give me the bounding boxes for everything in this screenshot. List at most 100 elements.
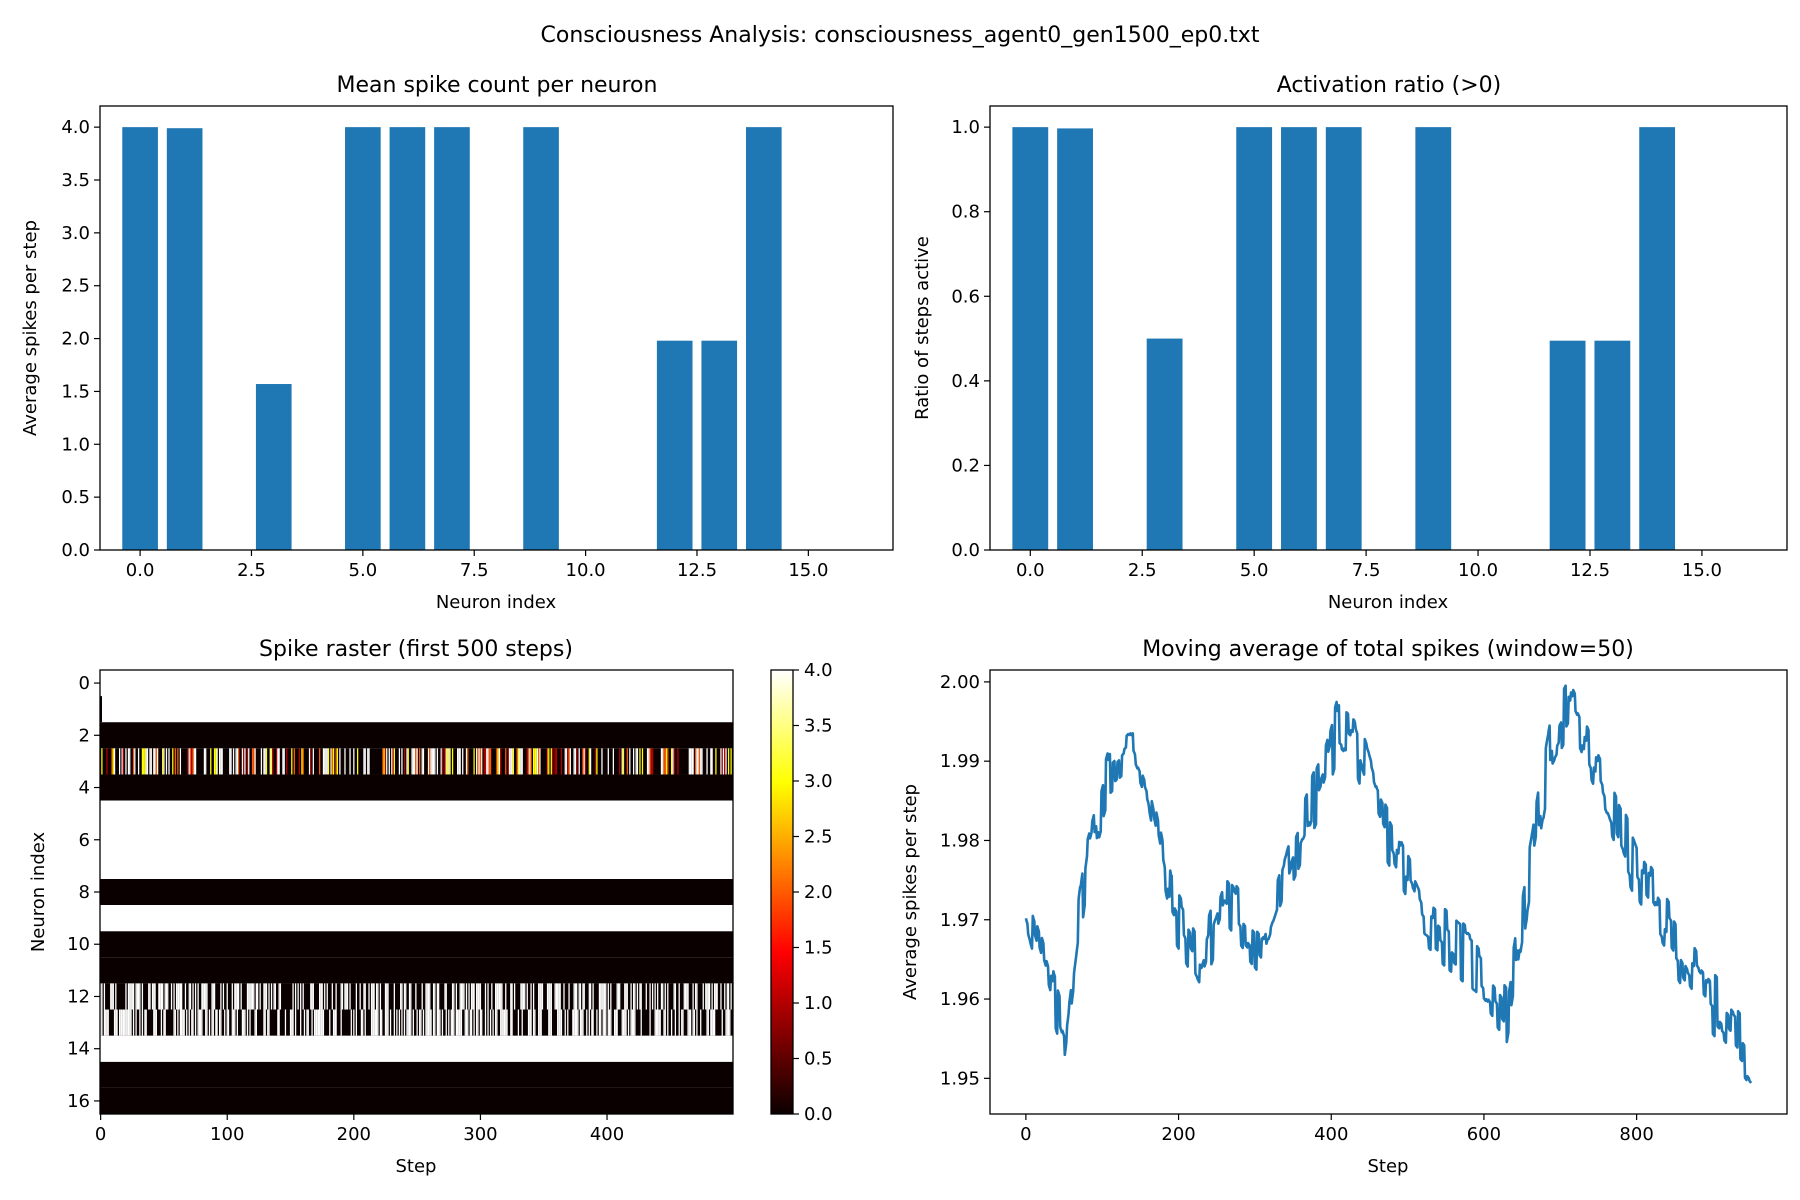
raster-spike [473,1009,475,1036]
raster-spike [705,983,707,1010]
raster-spike [112,748,114,775]
y-axis-label: Average spikes per step [20,220,41,436]
raster-spike [101,748,103,775]
y-tick-label: 4.0 [61,117,90,138]
raster-spike [502,1009,504,1036]
raster-spike [519,748,521,775]
raster-spike [319,983,321,1010]
raster-spike [265,983,268,1010]
raster-spike [121,748,123,775]
raster-spike [175,983,178,1010]
raster-spike [667,1009,669,1036]
raster-spike [663,1009,665,1036]
raster-spike [206,1009,208,1036]
raster-spike [319,1009,321,1036]
raster-spike [479,983,482,1010]
raster-spike [459,748,461,775]
raster-spike [384,983,387,1010]
raster-spike [355,983,357,1010]
raster-spike [359,983,361,1010]
raster-spike [530,983,532,1010]
raster-spike [489,1009,492,1036]
bar-neuron-12 [656,340,693,550]
raster-spike [129,983,131,1010]
raster-spike [674,1009,677,1036]
raster-spike [534,1009,536,1036]
colorbar-tick-label: 2.5 [804,827,833,848]
colorbar-tick-label: 3.5 [804,716,833,737]
raster-spike [576,983,578,1010]
raster-spike [472,983,474,1010]
raster-spike [625,1009,627,1036]
raster-spike [421,748,423,775]
raster-spike [657,983,659,1010]
raster-spike [529,748,531,775]
raster-spike [398,748,401,775]
raster-spike [715,983,717,1010]
raster-spike [151,983,154,1010]
bar-neuron-14 [1639,127,1676,551]
raster-spike [113,748,116,775]
raster-spike [708,983,711,1010]
raster-spike [711,1009,713,1036]
raster-spike [122,748,125,775]
raster-spike [451,748,454,775]
raster-spike [172,748,174,775]
raster-spike [124,1009,126,1036]
raster-spike [278,983,280,1010]
y-tick-label: 10 [67,934,90,955]
raster-spike [548,983,550,1010]
raster-spike [167,983,169,1010]
raster-spike [696,983,698,1010]
bar-neuron-13 [1594,340,1631,550]
raster-row-neuron-14 [100,1035,733,1062]
raster-spike [696,1009,698,1036]
raster-spike [639,983,641,1010]
raster-row-neuron-9 [100,905,733,932]
raster-spike [125,1009,127,1036]
x-tick-label: 7.5 [460,560,489,581]
raster-spike [363,983,365,1010]
raster-spike [241,748,244,775]
raster-spike [432,748,435,775]
raster-spike [248,748,250,775]
raster-spike [696,748,698,775]
raster-spike [101,1009,103,1036]
raster-spike [516,748,518,775]
raster-spike [645,983,647,1010]
raster-spike [203,748,206,775]
raster-spike [368,983,370,1010]
raster-spike [101,983,103,1010]
x-tick-label: 100 [210,1124,244,1145]
x-tick-label: 0 [1020,1124,1031,1145]
raster-spike [282,748,284,775]
x-tick-label: 400 [1314,1124,1348,1145]
y-tick-label: 1.0 [61,434,90,455]
y-tick-label: 0.4 [951,371,980,392]
raster-spike [194,1009,197,1036]
raster-spike [219,748,221,775]
raster-spike [129,1009,131,1036]
raster-row-neuron-15 [100,1061,733,1088]
raster-spike [379,983,382,1010]
raster-spike [576,1009,578,1036]
raster-spike [237,983,240,1010]
raster-spike [132,983,135,1010]
raster-spike [162,983,164,1010]
raster-spike [440,748,442,775]
raster-spike [496,748,498,775]
raster-spike [189,983,192,1010]
raster-spike [234,983,236,1010]
raster-spike [215,748,217,775]
raster-spike [617,983,620,1010]
raster-spike [427,1009,430,1036]
raster-spike [429,1009,431,1036]
raster-spike [477,1009,479,1036]
raster-spike [300,983,302,1010]
raster-spike [426,983,428,1010]
x-axis-label: Neuron index [436,592,557,613]
y-tick-label: 4 [79,778,90,799]
raster-spike [600,1009,602,1036]
raster-spike [115,983,117,1010]
raster-spike [278,1009,280,1036]
